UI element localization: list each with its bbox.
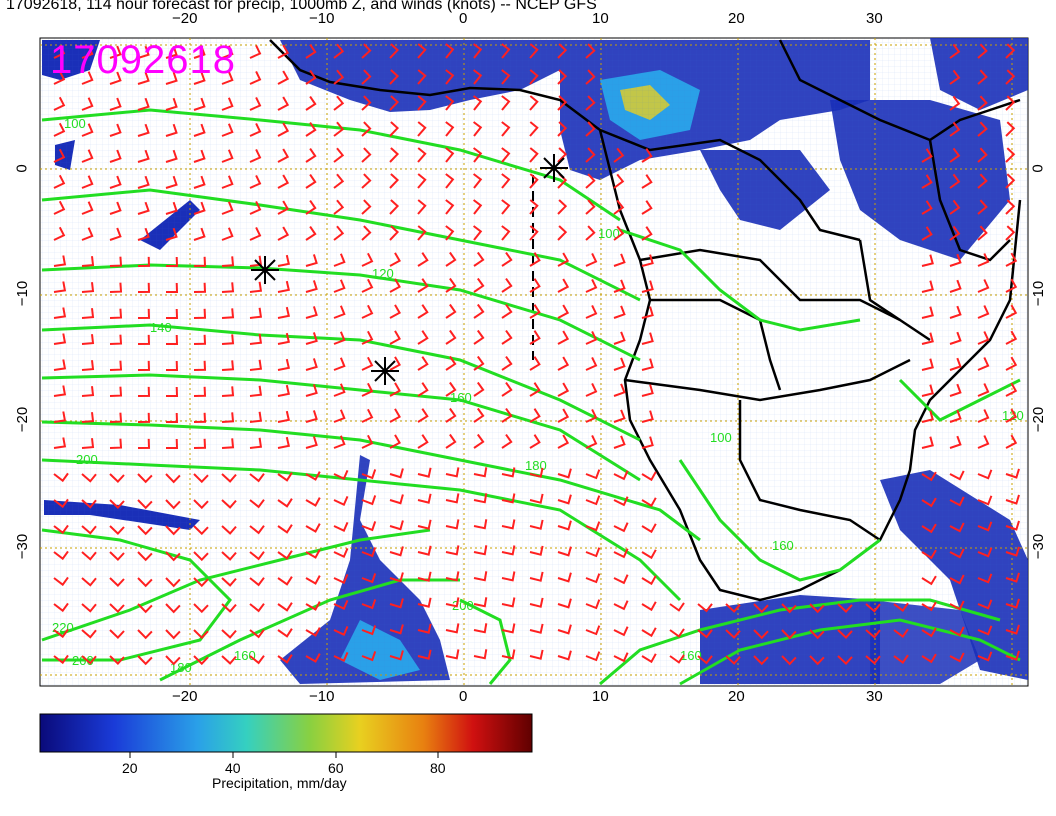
left-lat-tick: 0 <box>14 164 31 172</box>
contour-label: 200 <box>76 452 98 467</box>
contour-label: 200 <box>72 653 94 668</box>
contour-label: 160 <box>234 648 256 663</box>
precipitation-layer <box>40 38 1028 686</box>
left-lat-tick: −20 <box>14 407 31 432</box>
top-lon-tick: −20 <box>172 10 197 27</box>
contour-label: 220 <box>52 620 74 635</box>
left-lat-tick: −30 <box>14 534 31 559</box>
bottom-lon-tick: 10 <box>592 688 609 705</box>
date-stamp: 17092618 <box>50 38 236 83</box>
asterisk-marker <box>371 357 399 385</box>
colorbar-tick-label: 20 <box>122 760 138 776</box>
contour-label: 100 <box>710 430 732 445</box>
colorbar <box>40 714 532 752</box>
bottom-lon-tick: 30 <box>866 688 883 705</box>
colorbar-ticks <box>130 752 438 758</box>
colorbar-tick-label: 80 <box>430 760 446 776</box>
asterisk-marker <box>540 154 568 182</box>
top-lon-tick: 30 <box>866 10 883 27</box>
right-lat-tick: −30 <box>1030 534 1047 559</box>
right-lat-tick: 0 <box>1030 164 1047 172</box>
colorbar-title: Precipitation, mm/day <box>212 775 347 791</box>
top-lon-tick: 20 <box>728 10 745 27</box>
right-lat-tick: −20 <box>1030 407 1047 432</box>
asterisk-marker <box>251 256 279 284</box>
contour-label: 140 <box>150 320 172 335</box>
bottom-lon-tick: 0 <box>459 688 467 705</box>
contour-label: 180 <box>525 458 547 473</box>
contour-label: 100 <box>64 116 86 131</box>
top-lon-tick: 0 <box>459 10 467 27</box>
bottom-lon-tick: −10 <box>309 688 334 705</box>
top-lon-tick: 10 <box>592 10 609 27</box>
bottom-lon-tick: −20 <box>172 688 197 705</box>
colorbar-tick-label: 40 <box>225 760 241 776</box>
contour-label: 160 <box>772 538 794 553</box>
left-lat-tick: −10 <box>14 281 31 306</box>
contour-label: 120 <box>372 266 394 281</box>
top-lon-tick: −10 <box>309 10 334 27</box>
bottom-lon-tick: 20 <box>728 688 745 705</box>
colorbar-tick-label: 60 <box>328 760 344 776</box>
right-lat-tick: −10 <box>1030 281 1047 306</box>
